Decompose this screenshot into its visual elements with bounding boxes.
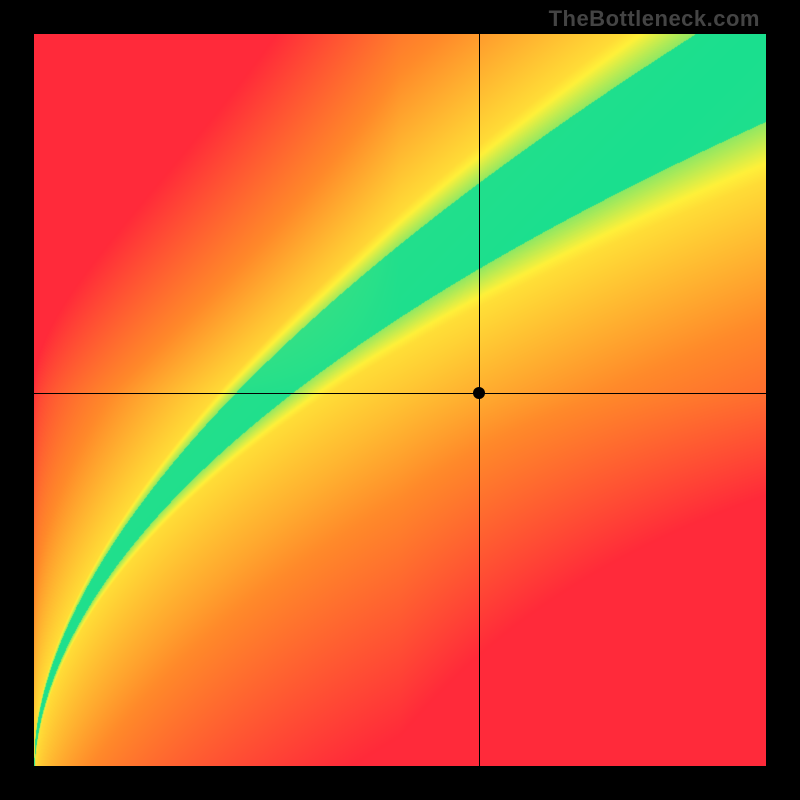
heatmap-plot	[34, 34, 766, 766]
crosshair-horizontal	[34, 393, 766, 394]
crosshair-vertical	[479, 34, 480, 766]
watermark-text: TheBottleneck.com	[549, 6, 760, 32]
data-point-marker	[473, 387, 485, 399]
chart-container: { "image": { "width": 800, "height": 800…	[0, 0, 800, 800]
heatmap-canvas	[34, 34, 766, 766]
